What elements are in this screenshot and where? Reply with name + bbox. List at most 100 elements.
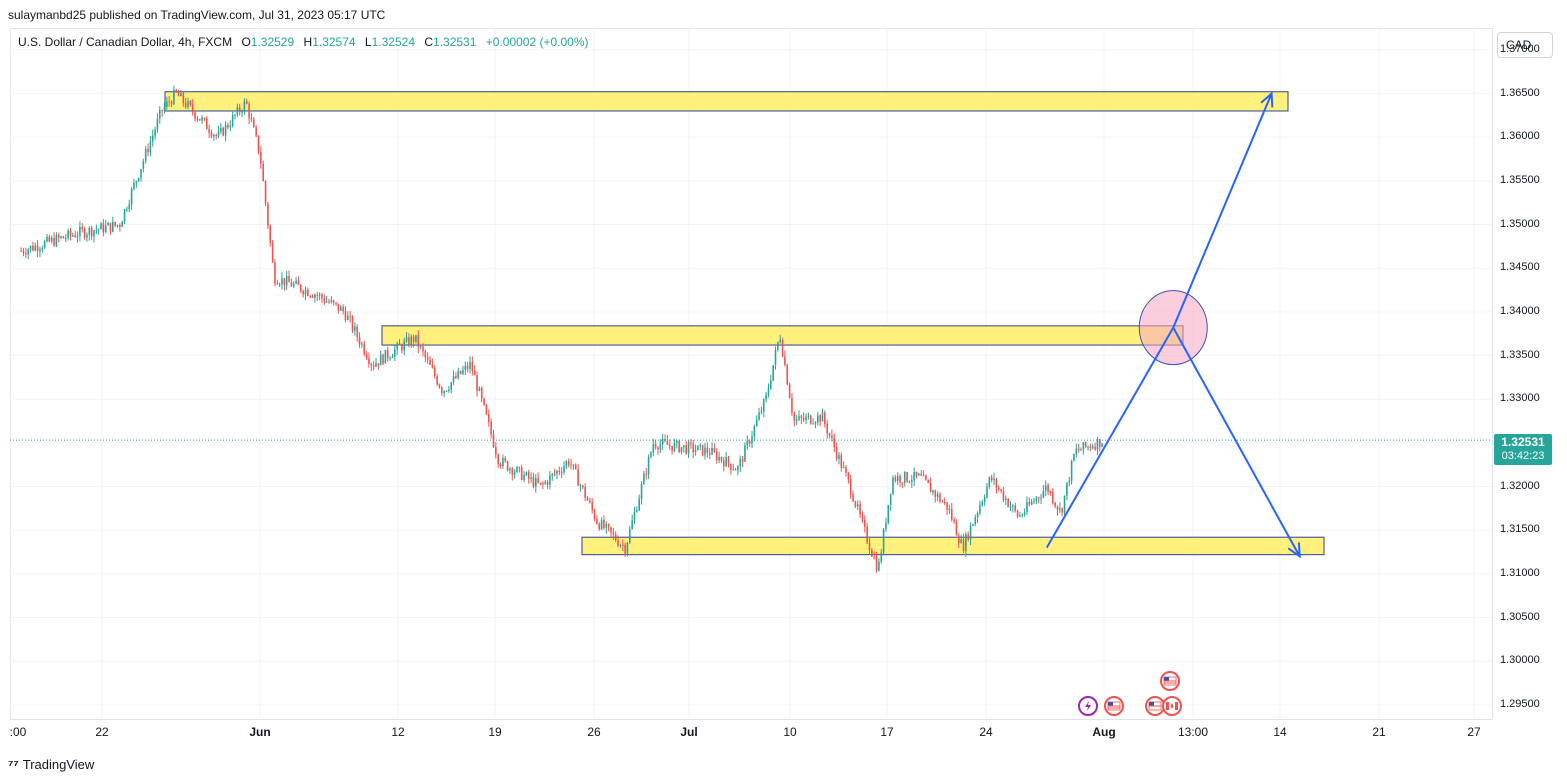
candle-body [943,501,946,503]
candle-body [725,456,727,467]
candle-body [436,376,438,385]
candle-body [271,243,274,263]
candle-body [375,363,377,367]
candle-body [762,399,765,412]
candle-body [760,411,763,413]
candle-body [394,349,396,357]
candle-body [739,458,742,467]
candle-body [27,249,29,255]
candle-body [410,336,413,346]
candle-body [302,291,304,295]
candle-body [469,361,471,369]
grid [9,28,1492,718]
candle-body [323,298,326,303]
candle-body [751,436,753,444]
candle-body [1061,508,1063,513]
candle-body [283,278,286,286]
candle-body [396,343,398,350]
candle-body [798,416,800,420]
price-zone [581,536,1325,556]
symbol-title[interactable]: U.S. Dollar / Canadian Dollar, 4h, FXCM [18,35,233,49]
candle-body [1012,505,1014,507]
candle-body [445,390,448,392]
candle-body [41,247,44,250]
candle-body [584,487,586,498]
candle-body [222,127,225,136]
candle-body [713,447,716,452]
candle-body [292,283,295,287]
candle-body [335,302,337,304]
candle-body [443,391,445,393]
candle-body [391,356,394,358]
candle-body [243,101,246,112]
candle-body [1096,438,1099,450]
candle-body [668,444,671,446]
candle-body [1021,514,1024,516]
candle-body [694,450,697,453]
close-label: C [424,35,434,49]
candle-body [589,500,591,503]
candle-body [990,477,993,481]
candle-body [535,478,537,487]
time-tick-label: 17 [880,725,894,739]
candle-body [495,446,497,455]
candle-body [325,301,328,303]
candle-body [238,107,241,113]
candle-body [415,335,417,342]
candle-body [720,456,723,461]
candle-body [791,398,793,413]
candle-body [431,364,434,368]
candle-body [424,351,427,358]
candle-body [1101,443,1103,447]
candle-body [161,109,163,112]
candle-body [450,382,452,390]
bar-countdown: 03:42:23 [1501,450,1545,462]
last-price-badge: 1.32531 03:42:23 [1494,434,1552,465]
candle-body [48,236,51,242]
candle-body [974,517,977,525]
candle-body [69,230,72,236]
candle-body [398,343,401,346]
candle-body [572,464,575,466]
candle-body [262,163,264,182]
candle-body [636,510,638,512]
candle-body [504,457,507,462]
time-tick-label: 24 [979,725,993,739]
candle-body [1056,506,1059,510]
candle-body [260,152,262,164]
candle-body [72,235,74,237]
candle-body [922,475,925,477]
candle-body [901,482,904,484]
candle-body [60,236,62,238]
candle-body [939,494,941,502]
candle-body [102,223,105,233]
candle-body [1007,498,1009,507]
price-tick-label: 1.33500 [1500,348,1540,361]
candle-body [579,485,582,487]
price-zone [164,91,1289,112]
candle-body [361,343,363,345]
price-tick-label: 1.33000 [1500,392,1540,405]
candle-body [704,447,706,456]
candle-body [422,346,424,352]
candle-body [483,398,485,405]
price-tick-label: 1.30500 [1500,610,1540,623]
candle-body [814,422,817,424]
candle-body [1070,460,1073,481]
candle-body [86,234,88,238]
candle-body [868,542,871,550]
candle-body [920,473,922,476]
candle-body [90,227,93,237]
candle-body [1080,449,1082,451]
currency-button[interactable]: CAD [1497,32,1553,58]
candle-body [1028,502,1031,505]
change-value: +0.00002 (+0.00%) [485,35,589,49]
footer-brand[interactable]: ⁷⁷ TradingView [8,757,94,772]
candle-body [997,487,1000,490]
projection-leg-up [1045,327,1175,549]
candle-body [253,119,255,128]
candle-body [114,221,116,226]
candle-body [95,229,98,231]
candle-body [76,236,79,238]
